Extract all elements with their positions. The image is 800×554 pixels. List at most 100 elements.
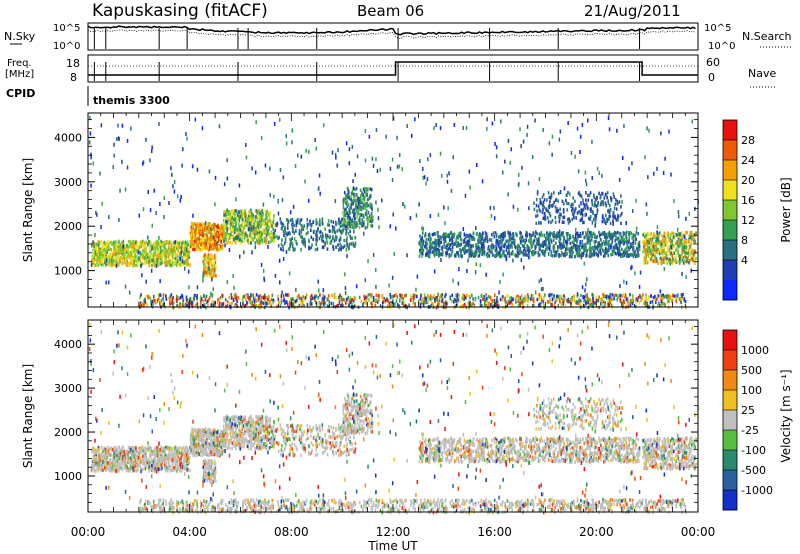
power-cell (350, 205, 352, 209)
power-cell (538, 208, 541, 212)
power-cell (263, 223, 265, 227)
power-cell (660, 248, 662, 252)
power-cell (170, 243, 172, 248)
power-cell (148, 259, 150, 263)
power-cell (516, 244, 519, 248)
power-cell (354, 224, 357, 229)
power-cell (340, 247, 342, 251)
power-cell (272, 227, 274, 231)
power-cell (221, 237, 223, 241)
power-cell (486, 235, 489, 239)
power-cell (257, 241, 259, 245)
power-cell (202, 236, 204, 240)
power-cell (257, 216, 260, 221)
power-cell (342, 220, 345, 224)
power-cell (258, 240, 261, 244)
power-cell (271, 238, 274, 243)
power-cell (249, 210, 251, 214)
power-cell (214, 256, 217, 260)
power-cell (203, 241, 206, 245)
power-cell (465, 249, 468, 253)
power-cell (249, 222, 252, 226)
power-cell (549, 200, 551, 204)
power-cell (501, 254, 503, 258)
power-cell (154, 258, 157, 262)
power-cell (250, 228, 253, 232)
power-cell (541, 202, 543, 207)
power-cell (230, 293, 233, 297)
power-cell (190, 225, 192, 229)
power-cell (219, 248, 221, 252)
power-cell (468, 242, 471, 247)
power-cell (268, 225, 271, 229)
freq-tick-top: 18 (66, 57, 80, 70)
power-cell (495, 234, 498, 239)
power-cell (135, 243, 137, 248)
power-cell (573, 216, 575, 220)
power-cell (572, 202, 574, 207)
power-cell (371, 224, 374, 228)
power-cell (617, 236, 620, 240)
power-cell (280, 242, 283, 246)
power-cell (610, 197, 613, 201)
power-cell (210, 240, 213, 245)
power-cell (363, 190, 366, 194)
power-cell (367, 203, 370, 208)
power-cell (162, 244, 165, 248)
power-cell (614, 244, 616, 248)
power-cell (203, 262, 206, 267)
power-cell (340, 220, 342, 224)
power-cell (597, 254, 600, 258)
power-cell (224, 298, 227, 302)
power-cell (636, 248, 639, 252)
power-cell (328, 300, 331, 304)
power-cell (191, 236, 193, 240)
power-cell (145, 249, 147, 253)
power-cell (596, 235, 598, 240)
power-cell (266, 215, 269, 220)
power-cell (295, 220, 298, 225)
power-cell (126, 244, 128, 248)
power-cell (137, 256, 140, 260)
power-cell (208, 257, 210, 262)
power-cell (661, 234, 663, 238)
power-cell (553, 244, 555, 248)
power-cell (246, 217, 248, 221)
power-cell (551, 219, 554, 223)
power-cell (663, 248, 665, 252)
power-cell (105, 242, 108, 246)
power-cell (502, 244, 504, 248)
power-cell (160, 257, 163, 262)
power-cell (133, 244, 136, 249)
power-cell (208, 264, 211, 268)
power-cell (184, 240, 187, 245)
power-cell (488, 238, 491, 242)
power-cell (536, 297, 539, 302)
power-cell (618, 200, 621, 204)
power-cell (558, 219, 561, 224)
power-cell (226, 300, 229, 304)
power-cell (198, 226, 201, 230)
power-cell (256, 238, 258, 242)
power-cell (367, 211, 370, 215)
power-cell (637, 254, 639, 258)
power-cell (452, 296, 455, 301)
power-cell (594, 200, 596, 205)
power-cell (595, 204, 598, 208)
power-cell (688, 261, 690, 265)
power-cell (187, 255, 189, 259)
power-cell (219, 301, 221, 306)
power-cell (255, 224, 257, 229)
power-cell (477, 249, 480, 253)
power-cell (123, 244, 126, 248)
power-cell (203, 273, 206, 277)
power-cell (310, 235, 313, 239)
power-cell (154, 252, 156, 257)
power-cell (167, 256, 170, 261)
power-cell (251, 211, 253, 216)
power-cell (116, 250, 118, 254)
power-cell (596, 211, 599, 215)
power-cell (265, 241, 267, 245)
power-cell (335, 220, 337, 225)
power-cell (122, 261, 124, 265)
